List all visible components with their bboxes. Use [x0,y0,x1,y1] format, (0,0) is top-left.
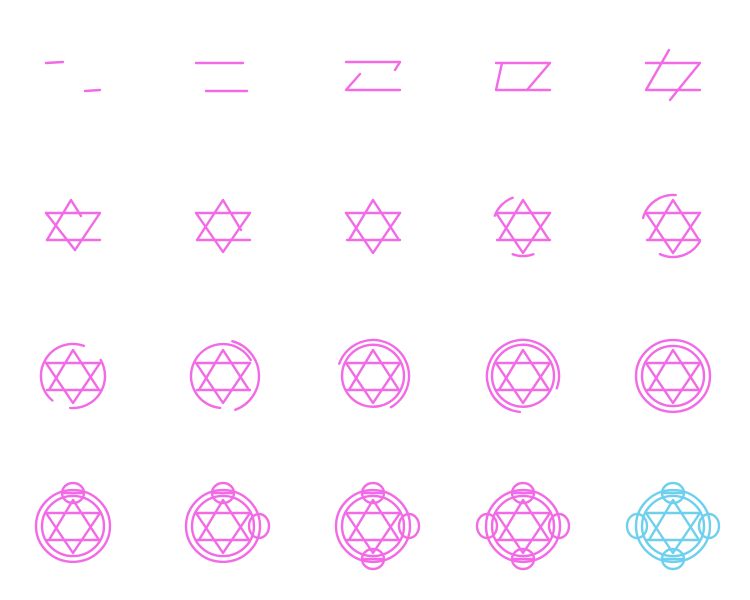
hexagram-up-triangle-sides [47,348,101,392]
hexagram-down-triangle [194,211,252,254]
outer-circle-arc [485,338,561,411]
knob-right [247,512,271,540]
knob-right [397,512,421,540]
stroke-dash-bottom [83,88,102,93]
outer-circle-arc [338,338,411,409]
step-frame-20 [625,481,721,571]
step-frame-10 [641,193,702,259]
hexagram-top-line [494,61,552,92]
hexagram-top-line [344,60,402,72]
step-frame-13 [338,338,411,409]
knob-left [475,512,499,540]
step-frame-15 [634,338,712,414]
diagonal-tail [668,88,680,102]
step-frame-16 [34,481,112,564]
outer-circle [34,488,112,564]
step-frame-4 [494,61,552,92]
hexagram-down-triangle-sides [344,211,402,255]
outer-circle [334,488,412,564]
step-frame-19 [475,481,571,571]
hexagram-top-line [44,211,102,252]
hexagram-up-left [45,198,83,242]
hexagram-up-triangle-sides [347,348,401,392]
hexagram-up-triangle-sides [647,348,701,392]
hexagram-down-triangle-sides [44,361,102,405]
knob-right [697,512,721,540]
hexagram-bottom-line [344,72,402,92]
hexagram-down-left [44,211,77,252]
inner-circle [40,494,106,558]
hexagram-bottom-line [644,48,702,92]
hexagram-up-triangle-sides [197,498,251,542]
hexagram-up-triangle-sides [347,498,401,542]
circle-arc-left [39,342,86,402]
step-frame-7 [194,198,252,254]
circle-arc-upper-left [641,193,677,220]
knob-right [547,512,571,540]
step-frame-5 [644,48,702,102]
inner-circle [340,494,406,558]
step-frame-18 [334,481,421,571]
hexagram-up-triangle-sides [497,198,551,242]
hexagram-bottom-line [494,61,552,92]
hexagram-up-triangle-sides [497,498,551,542]
knob-left [625,512,649,540]
inner-circle [340,343,406,408]
hexagram-up-triangle-sides [195,198,243,242]
circle-arc-lower [511,253,535,258]
hexagram-down-triangle-sides [344,511,402,555]
step-frame-8 [344,198,402,255]
outer-circle [484,488,562,564]
inner-circle [640,494,706,558]
inner-circle [490,494,556,558]
step-frame-3 [344,60,402,92]
inner-circle [190,494,256,558]
step-frame-2 [194,61,249,93]
hexagram-down-triangle-sides [494,211,552,255]
hexagram-up-triangle-sides [197,348,251,392]
inner-circle [490,343,556,408]
step-frame-9 [493,196,552,258]
step-frame-11 [39,342,107,410]
hexagram-up-triangle-sides [647,498,701,542]
hexagram-down-triangle-sides [644,511,702,555]
hexagram-down-triangle-sides [494,361,552,405]
step-frame-17 [184,481,271,564]
outer-circle [184,488,262,564]
outer-circle [634,338,712,414]
step-frame-6 [44,198,102,252]
hexagram-up-triangle-sides [647,198,701,242]
circle-arc-upper-left [493,196,514,217]
stroke-dash-top [44,60,65,65]
hexagram-down-triangle-sides [644,361,702,405]
circle-arc-outer-right [231,340,261,411]
circle-arc-right [69,358,107,410]
hexagram-up-triangle-sides [497,348,551,392]
outer-circle [634,488,712,564]
hexagram-top-line [644,61,702,92]
hexagram-down-triangle-sides [194,361,252,405]
hexagram-down-triangle-sides [344,361,402,405]
inner-circle [640,344,706,408]
step-frame-12 [189,340,261,411]
circle-arc-main [189,342,252,410]
outer-circle-arc-lower [494,397,522,414]
hexagram-down-triangle-sides [44,511,102,555]
step-frame-1 [44,60,102,93]
hexagram-up-triangle-sides [347,198,401,242]
circle-arc-lower-right [658,240,701,259]
step-frame-14 [485,338,561,414]
hexagram-down-triangle-sides [194,511,252,555]
hexagram-up-triangle-sides [47,498,101,542]
hexagram-down-triangle-sides [644,211,702,255]
hexagram-down-triangle-sides [494,511,552,555]
